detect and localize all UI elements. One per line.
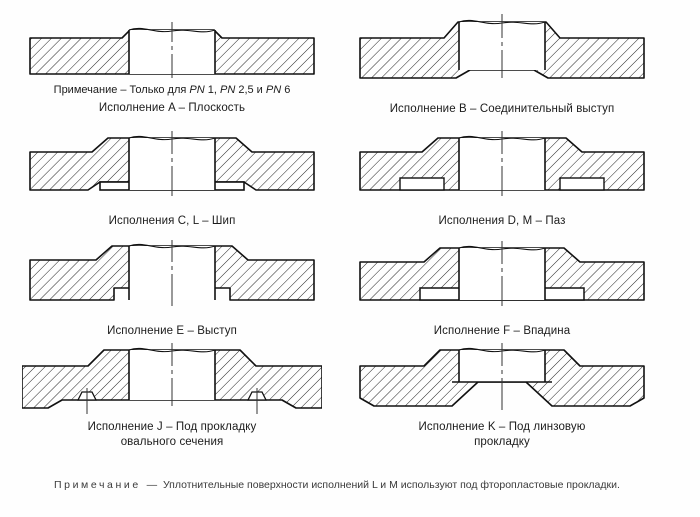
flange-diagram-dm (352, 128, 652, 200)
footnote-lead: Примечание (54, 479, 141, 491)
flange-section-cl-svg (29, 131, 315, 196)
figure-e-caption: Исполнение E – Выступ (107, 325, 237, 337)
footnote-dash: — (140, 479, 163, 491)
prenote-pn-2: PN (219, 84, 236, 96)
flange-diagram-j (22, 340, 322, 414)
figure-f-caption: Исполнение F – Впадина (433, 325, 571, 337)
figure-block-a: Примечание – Только для PN 1, PN 2,5 и P… (22, 8, 322, 116)
flange-diagram-cl (22, 128, 322, 200)
figure-b-caption: Исполнение B – Соединительный выступ (389, 103, 615, 115)
figure-a-caption: Исполнение A – Плоскость (98, 102, 246, 114)
flange-section-a-svg (29, 22, 315, 78)
footnote-body: Уплотнительные поверхности исполнений L … (162, 479, 620, 491)
figure-a-prenote: Примечание – Только для PN 1, PN 2,5 и P… (22, 83, 322, 97)
flange-section-dm-svg (359, 131, 645, 196)
prenote-value-1: 1, (204, 84, 220, 96)
flange-diagram-e (22, 238, 322, 310)
figure-block-k: Исполнение K – Под линзовую прокладку (352, 340, 652, 450)
figure-k-caption: Исполнение K – Под линзовую прокладку (352, 420, 652, 450)
figure-k-caption-line2: прокладку (474, 436, 530, 448)
prenote-pn-1: PN (189, 84, 205, 96)
flange-section-b-svg (359, 14, 645, 79)
figure-j-caption-line2: овального сечения (120, 436, 224, 448)
figure-cl-caption: Исполнения C, L – Шип (108, 215, 236, 227)
figure-block-b: Исполнение B – Соединительный выступ (352, 8, 652, 117)
figure-k-caption-line1: Исполнение K – Под линзовую (418, 421, 586, 433)
figure-dm-caption: Исполнения D, M – Паз (438, 215, 566, 227)
figure-block-dm: Исполнения D, M – Паз (352, 128, 652, 229)
flange-section-e-svg (29, 240, 315, 306)
prenote-lead: Примечание – Только для (53, 84, 190, 96)
flange-section-f-svg (359, 241, 645, 306)
flange-section-k-svg (359, 343, 645, 410)
figure-block-f: Исполнение F – Впадина (352, 238, 652, 339)
flange-section-j-svg (22, 343, 322, 414)
prenote-value-3: 6 (281, 84, 291, 96)
flange-diagram-f (352, 238, 652, 310)
figure-block-j: Исполнение J – Под прокладку овального с… (22, 340, 322, 450)
prenote-pn-3: PN (265, 84, 282, 96)
flange-diagram-a (22, 8, 322, 80)
figure-grid: Примечание – Только для PN 1, PN 2,5 и P… (22, 8, 652, 450)
figure-block-cl: Исполнения C, L – Шип (22, 128, 322, 229)
figure-block-e: Исполнение E – Выступ (22, 238, 322, 339)
flange-diagram-b (352, 8, 652, 80)
figure-j-caption: Исполнение J – Под прокладку овального с… (22, 420, 322, 450)
figure-j-caption-line1: Исполнение J – Под прокладку (87, 421, 257, 433)
flange-diagram-k (352, 340, 652, 412)
prenote-value-2: 2,5 и (235, 84, 266, 96)
sheet-footnote: Примечание — Уплотнительные поверхности … (28, 478, 672, 493)
